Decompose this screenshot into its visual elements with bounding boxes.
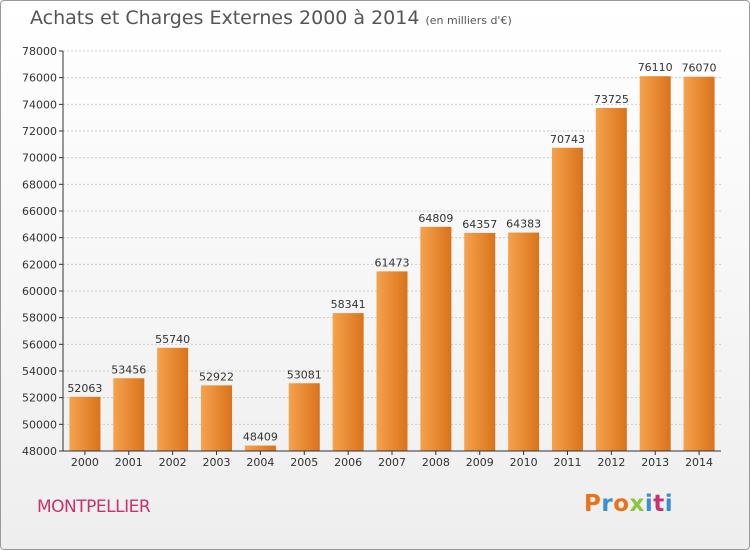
bar <box>551 147 583 451</box>
data-label: 76110 <box>638 61 673 74</box>
bar <box>376 271 408 451</box>
x-tick-label: 2003 <box>203 456 231 469</box>
x-tick-label: 2005 <box>290 456 318 469</box>
logo-letter: x <box>629 491 645 517</box>
logo-letter: i <box>644 491 654 517</box>
x-tick-label: 2008 <box>422 456 450 469</box>
y-tick-label: 56000 <box>22 338 57 351</box>
data-label: 53456 <box>111 363 146 376</box>
x-tick-label: 2007 <box>378 456 406 469</box>
x-tick-label: 2010 <box>510 456 538 469</box>
logo-letter: t <box>653 491 665 517</box>
x-tick-label: 2014 <box>685 456 713 469</box>
data-label: 73725 <box>594 93 629 106</box>
data-label: 52922 <box>199 370 234 383</box>
x-tick-label: 2006 <box>334 456 362 469</box>
x-tick-label: 2000 <box>71 456 99 469</box>
x-tick-label: 2009 <box>466 456 494 469</box>
bar <box>639 76 671 451</box>
x-tick-label: 2011 <box>553 456 581 469</box>
y-tick-label: 70000 <box>22 152 57 165</box>
bar <box>595 108 627 451</box>
x-tick-label: 2002 <box>159 456 187 469</box>
bar <box>201 385 233 451</box>
y-tick-label: 68000 <box>22 178 57 191</box>
y-tick-label: 72000 <box>22 125 57 138</box>
bar <box>683 76 715 451</box>
bar <box>69 396 101 451</box>
chart-title: Achats et Charges Externes 2000 à 2014 (e… <box>30 7 512 29</box>
chart-title-text: Achats et Charges Externes 2000 à 2014 <box>30 7 420 29</box>
y-tick-label: 58000 <box>22 312 57 325</box>
y-tick-label: 48000 <box>22 445 57 458</box>
chart-subtitle: (en milliers d'€) <box>425 14 512 27</box>
data-label: 48409 <box>243 431 278 444</box>
y-tick-label: 78000 <box>22 45 57 58</box>
data-label: 64383 <box>506 218 541 231</box>
x-tick-label: 2001 <box>115 456 143 469</box>
logo-letter: r <box>601 491 614 517</box>
x-tick-label: 2012 <box>597 456 625 469</box>
logo-letter: o <box>613 491 630 517</box>
data-label: 52063 <box>67 382 102 395</box>
x-tick-label: 2004 <box>246 456 274 469</box>
bar <box>420 226 452 451</box>
bar <box>288 383 320 451</box>
y-tick-label: 66000 <box>22 205 57 218</box>
y-tick-label: 76000 <box>22 72 57 85</box>
data-label: 70743 <box>550 133 585 146</box>
bar <box>508 232 540 451</box>
y-tick-label: 60000 <box>22 285 57 298</box>
bar <box>113 378 145 451</box>
bar <box>464 232 496 451</box>
data-label: 53081 <box>287 368 322 381</box>
y-tick-label: 62000 <box>22 258 57 271</box>
bar <box>332 313 364 451</box>
logo-letter: i <box>664 491 674 517</box>
bar <box>244 445 276 451</box>
data-label: 58341 <box>331 298 366 311</box>
data-label: 76070 <box>682 62 717 75</box>
bar <box>157 347 189 451</box>
city-name: MONTPELLIER <box>37 497 151 517</box>
data-label: 64809 <box>418 212 453 225</box>
y-tick-label: 54000 <box>22 365 57 378</box>
y-tick-label: 74000 <box>22 98 57 111</box>
data-label: 61473 <box>375 256 410 269</box>
y-tick-label: 50000 <box>22 418 57 431</box>
data-label: 64357 <box>462 218 497 231</box>
proxiti-logo: Proxiti <box>584 491 673 517</box>
logo-letter: P <box>584 491 602 517</box>
data-label: 55740 <box>155 333 190 346</box>
y-tick-label: 52000 <box>22 392 57 405</box>
x-tick-label: 2013 <box>641 456 669 469</box>
y-tick-label: 64000 <box>22 232 57 245</box>
